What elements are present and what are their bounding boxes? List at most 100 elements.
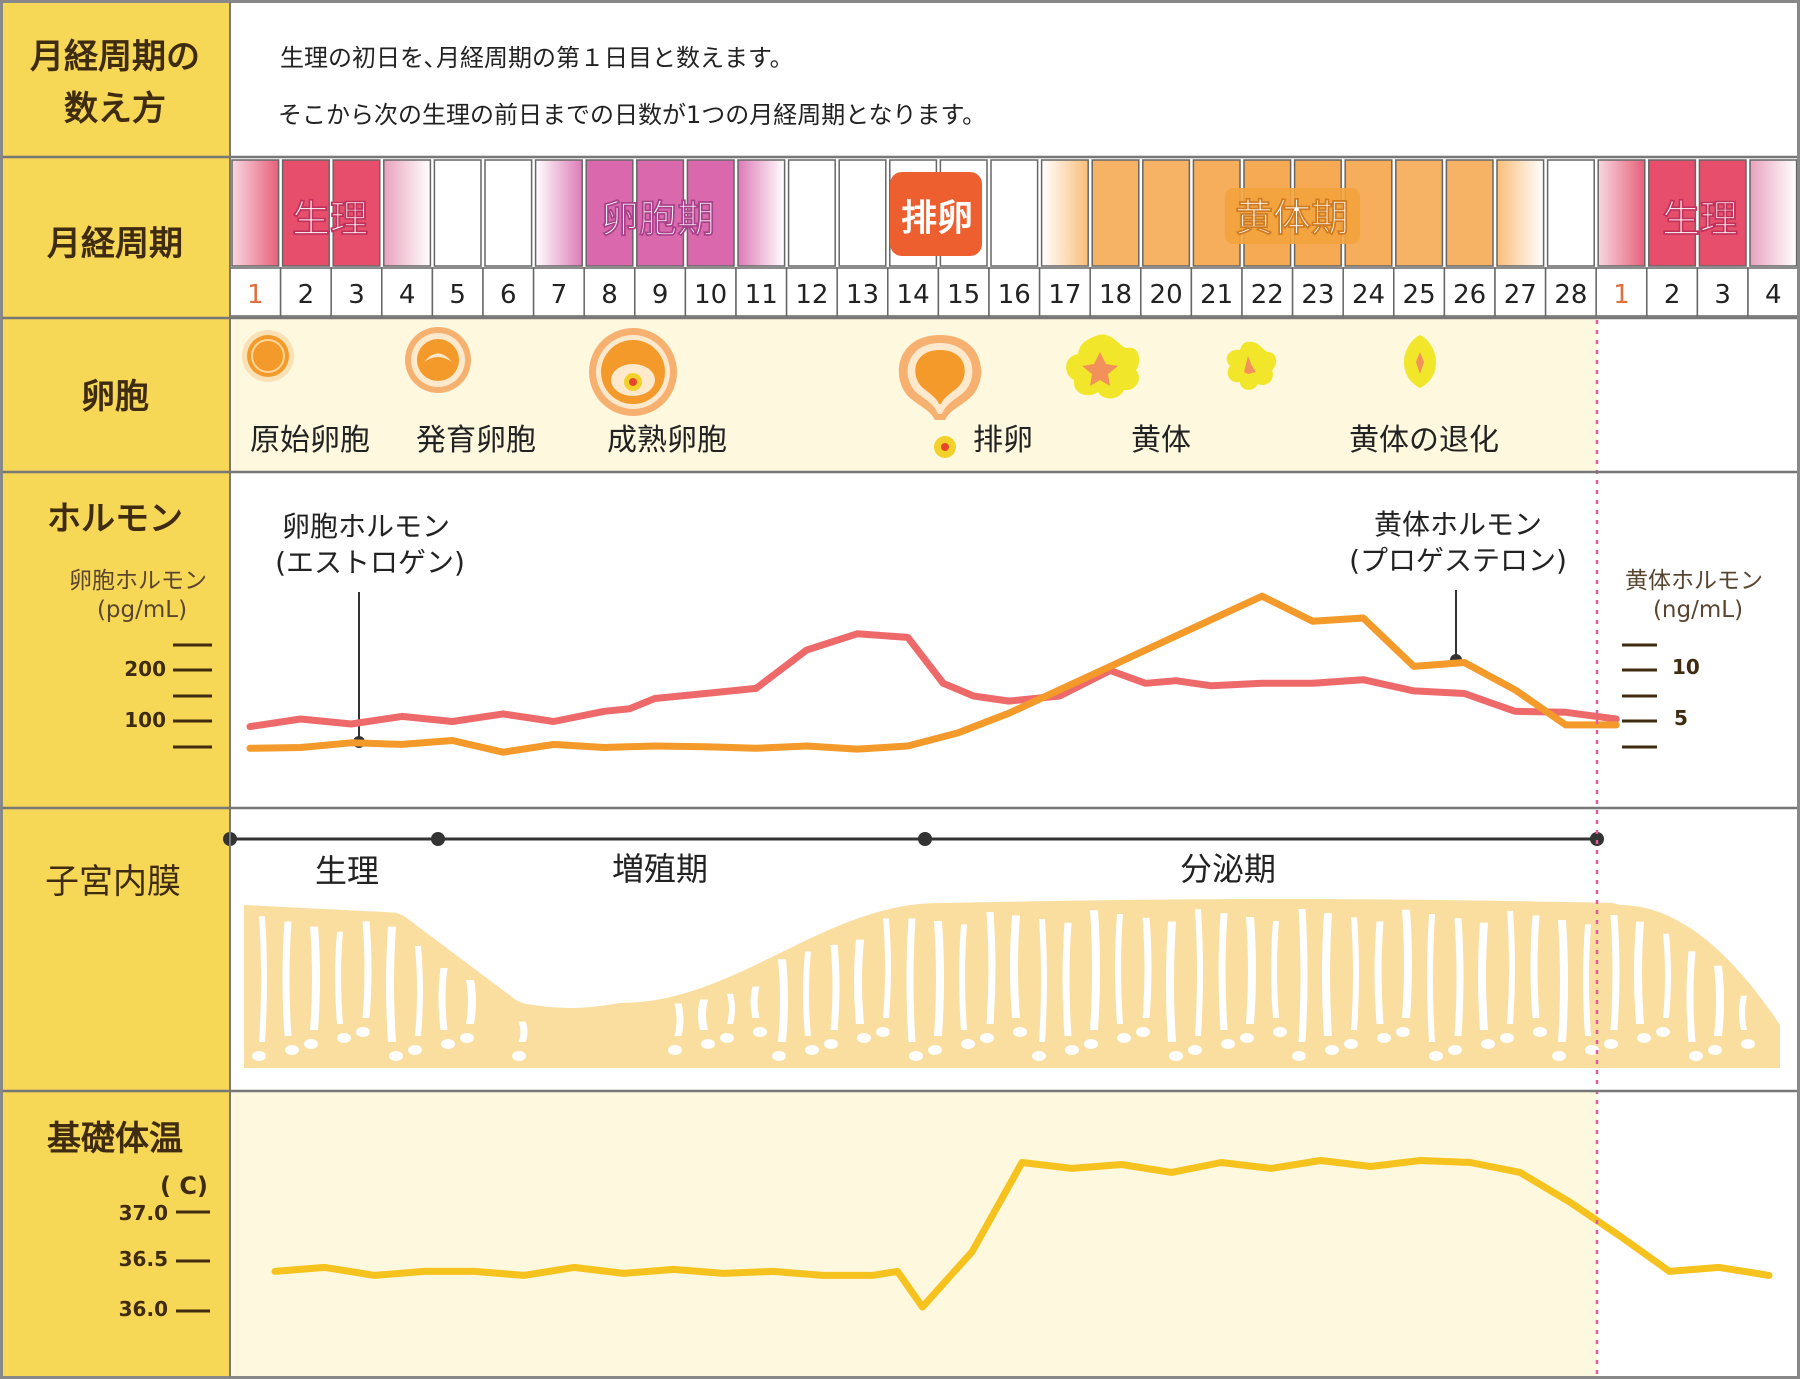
day-cell [1041, 160, 1089, 266]
day-cell-border [1496, 159, 1545, 267]
stage-label-corpus-luteum: 黄体 [1131, 423, 1191, 458]
endometrium-gland [1610, 915, 1620, 1030]
day-number-cell [1646, 267, 1699, 317]
day-cell [839, 160, 886, 266]
day-cell [434, 160, 481, 266]
day-number: 12 [795, 280, 828, 310]
day-cell [485, 160, 532, 266]
day-number-cell [1494, 267, 1547, 317]
endometrium-gland [854, 939, 864, 1024]
day-cell [1648, 160, 1696, 266]
day-cell [1750, 160, 1797, 266]
day-number-cell [1595, 267, 1648, 317]
endometrium-gland-dot [1169, 1051, 1183, 1061]
endometrium-gland-dot [1533, 1027, 1547, 1037]
bbt-label: 基礎体温 [47, 1119, 183, 1159]
left-axis-title: 卵胞ホルモン [69, 568, 207, 594]
endometrium-gland-dot [857, 1033, 871, 1043]
day-number-cell [1544, 267, 1597, 317]
day-cell [1446, 160, 1493, 266]
day-cell-border [231, 159, 280, 267]
day-number-cell [836, 267, 889, 317]
day-number: 1 [247, 280, 264, 310]
day-cell [991, 160, 1038, 266]
day-cell [687, 160, 734, 266]
endometrium-gland-dot [1273, 1027, 1287, 1037]
endometrium-gland-dot [356, 1027, 370, 1037]
endometrium-gland [1218, 913, 1228, 1030]
day-cell [788, 160, 836, 266]
day-cell [333, 160, 380, 266]
endometrium-gland [883, 918, 891, 1018]
endometrium-gland [438, 968, 448, 1030]
day-number: 11 [745, 280, 778, 310]
primordial-follicle-icon [242, 330, 294, 382]
day-cell [1395, 160, 1443, 266]
day-cell-border [636, 159, 685, 267]
endometrium-gland [1010, 915, 1020, 1018]
day-number-cell [684, 267, 737, 317]
follicle-row: 卵胞 [81, 327, 1499, 458]
endometrium-gland-dot [1188, 1045, 1202, 1055]
endometrium-gland [259, 916, 267, 1042]
estrogen-line [246, 630, 1620, 731]
day-number-cell [988, 267, 1041, 317]
day-cell [383, 160, 431, 266]
day-number: 23 [1301, 280, 1334, 310]
endometrium-gland [415, 946, 423, 1036]
endometrium-label: 子宮内膜 [45, 862, 181, 902]
day-number: 24 [1352, 280, 1385, 310]
day-number: 2 [298, 280, 315, 310]
developing-follicle-icon [405, 327, 471, 393]
endometrium-gland [1115, 913, 1123, 1024]
day-cell-border [1142, 159, 1191, 267]
stage-label-mature: 成熟卵胞 [607, 423, 727, 458]
day-cell-border [787, 159, 836, 267]
right-tick-10: 10 [1672, 655, 1700, 679]
stage-label-primordial: 原始卵胞 [250, 423, 370, 458]
intro-label-line2: 数え方 [64, 89, 166, 129]
day-numbers: 1 2 3 4 5 6 7 8 9 10 11 12 13 14 15 16 17 18 20 21 22 23 24 25 2… [229, 267, 1800, 317]
endometrium-gland-dot [1429, 1051, 1443, 1061]
endometrium-gland-dot [1741, 1039, 1755, 1049]
day-number: 25 [1403, 280, 1436, 310]
day-number-cell [1190, 267, 1243, 317]
intro-label-line1: 月経周期の [30, 37, 200, 77]
day-number: 3 [1714, 280, 1731, 310]
day-cell-border [1597, 159, 1646, 267]
endometrium-phase-secretory: 分泌期 [1180, 850, 1276, 888]
day-cell-border [534, 159, 583, 267]
endometrium-gland [1583, 924, 1591, 1036]
day-number: 4 [399, 280, 416, 310]
phase-ovulation-label: 排卵 [901, 198, 973, 239]
endometrium-gland [727, 993, 735, 1024]
endometrium-gland [1039, 919, 1047, 1042]
endometrium-gland [1195, 909, 1203, 1036]
day-number-cell [735, 267, 788, 317]
bbt-line [271, 1157, 1773, 1311]
day-number: 6 [500, 280, 517, 310]
estrogen-callout-line2: (エストロゲン) [275, 546, 465, 579]
endometrium-gland-dot [720, 1033, 734, 1043]
intro-text-line2: そこから次の生理の前日までの日数が1つの月経周期となります。 [278, 101, 986, 129]
endometrium-gland [830, 944, 840, 1030]
endometrium-gland [1166, 921, 1176, 1042]
left-tick-100: 100 [124, 708, 166, 732]
day-cell [1547, 160, 1595, 266]
day-cell [738, 160, 785, 266]
endometrium-gland-dot [285, 1045, 299, 1055]
day-number-cell [229, 267, 282, 317]
day-number: 3 [348, 280, 365, 310]
endometrium-gland-dot [1552, 1051, 1566, 1061]
day-number-cell [634, 267, 687, 317]
stage-label-developing: 発育卵胞 [416, 423, 536, 458]
row-backgrounds [2, 2, 1597, 1376]
endometrium-gland [1663, 933, 1671, 1018]
endometrium-gland-dot [805, 1045, 819, 1055]
day-cell-border [1395, 159, 1444, 267]
bbt-tick-36: 36.0 [119, 1297, 168, 1321]
endometrium-gland-dot [961, 1039, 975, 1049]
endometrium-gland [1507, 911, 1515, 1024]
day-number-cell [1089, 267, 1142, 317]
